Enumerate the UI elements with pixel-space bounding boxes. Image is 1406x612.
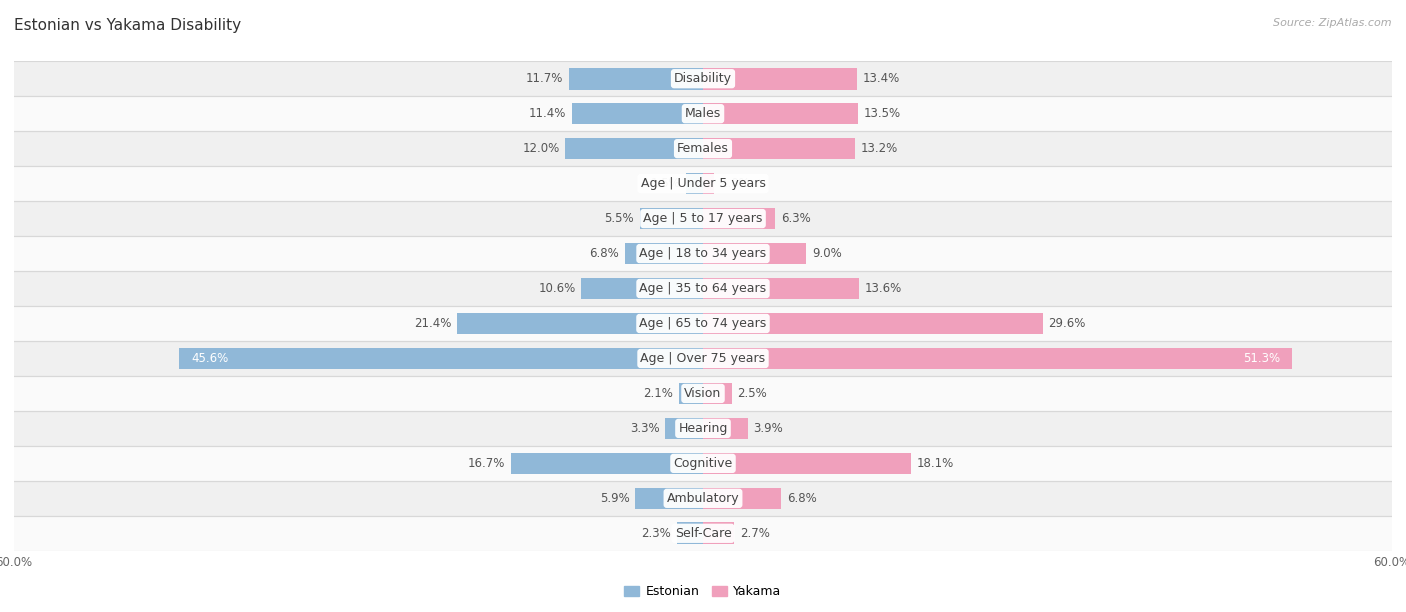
Bar	[636, 488, 703, 509]
Text: 29.6%: 29.6%	[1049, 317, 1085, 330]
Text: Source: ZipAtlas.com: Source: ZipAtlas.com	[1274, 18, 1392, 28]
Bar	[703, 207, 775, 230]
Text: 2.1%: 2.1%	[644, 387, 673, 400]
Bar	[703, 523, 734, 544]
Bar	[703, 488, 782, 509]
Bar	[703, 382, 731, 405]
Text: Cognitive: Cognitive	[673, 457, 733, 470]
Text: Males: Males	[685, 107, 721, 120]
Text: 21.4%: 21.4%	[415, 317, 451, 330]
Text: 5.5%: 5.5%	[605, 212, 634, 225]
Bar	[676, 523, 703, 544]
Text: 45.6%: 45.6%	[191, 352, 228, 365]
Bar	[14, 271, 1392, 306]
Bar	[581, 278, 703, 299]
Text: Disability: Disability	[673, 72, 733, 85]
Bar	[14, 306, 1392, 341]
Text: 3.9%: 3.9%	[754, 422, 783, 435]
Bar	[703, 313, 1043, 334]
Text: Females: Females	[678, 142, 728, 155]
Text: 6.8%: 6.8%	[589, 247, 619, 260]
Text: 1.5%: 1.5%	[651, 177, 681, 190]
Bar	[565, 138, 703, 160]
Text: 18.1%: 18.1%	[917, 457, 953, 470]
Text: 13.5%: 13.5%	[863, 107, 901, 120]
Bar	[679, 382, 703, 405]
Bar	[568, 68, 703, 89]
Text: Hearing: Hearing	[678, 422, 728, 435]
Text: 2.7%: 2.7%	[740, 527, 769, 540]
Text: Ambulatory: Ambulatory	[666, 492, 740, 505]
Bar	[640, 207, 703, 230]
Text: Self-Care: Self-Care	[675, 527, 731, 540]
Bar	[14, 446, 1392, 481]
Text: Age | 35 to 64 years: Age | 35 to 64 years	[640, 282, 766, 295]
Bar	[703, 417, 748, 439]
Bar	[703, 278, 859, 299]
Text: 13.4%: 13.4%	[863, 72, 900, 85]
Bar	[686, 173, 703, 195]
Bar	[180, 348, 703, 369]
Bar	[14, 96, 1392, 131]
Bar	[703, 138, 855, 160]
Bar	[703, 348, 1292, 369]
Text: Age | 18 to 34 years: Age | 18 to 34 years	[640, 247, 766, 260]
Text: 51.3%: 51.3%	[1243, 352, 1281, 365]
Bar	[703, 103, 858, 124]
Text: Age | Under 5 years: Age | Under 5 years	[641, 177, 765, 190]
Text: 5.9%: 5.9%	[600, 492, 630, 505]
Text: 2.3%: 2.3%	[641, 527, 671, 540]
Bar	[624, 243, 703, 264]
Bar	[14, 341, 1392, 376]
Text: 9.0%: 9.0%	[813, 247, 842, 260]
Text: Age | Over 75 years: Age | Over 75 years	[641, 352, 765, 365]
Bar	[14, 61, 1392, 96]
Text: 11.4%: 11.4%	[529, 107, 567, 120]
Bar	[14, 131, 1392, 166]
Legend: Estonian, Yakama: Estonian, Yakama	[620, 580, 786, 603]
Text: Age | 5 to 17 years: Age | 5 to 17 years	[644, 212, 762, 225]
Text: Age | 65 to 74 years: Age | 65 to 74 years	[640, 317, 766, 330]
Bar	[14, 201, 1392, 236]
Bar	[703, 243, 807, 264]
Text: 10.6%: 10.6%	[538, 282, 575, 295]
Text: 3.3%: 3.3%	[630, 422, 659, 435]
Bar	[572, 103, 703, 124]
Text: Vision: Vision	[685, 387, 721, 400]
Text: 13.6%: 13.6%	[865, 282, 903, 295]
Bar	[14, 411, 1392, 446]
Text: 11.7%: 11.7%	[526, 72, 562, 85]
Bar	[703, 68, 856, 89]
Text: 2.5%: 2.5%	[738, 387, 768, 400]
Bar	[14, 376, 1392, 411]
Text: 13.2%: 13.2%	[860, 142, 897, 155]
Text: 12.0%: 12.0%	[522, 142, 560, 155]
Bar	[14, 481, 1392, 516]
Bar	[703, 452, 911, 474]
Bar	[14, 166, 1392, 201]
Text: 1.0%: 1.0%	[720, 177, 749, 190]
Text: 6.3%: 6.3%	[782, 212, 811, 225]
Text: 6.8%: 6.8%	[787, 492, 817, 505]
Text: 16.7%: 16.7%	[468, 457, 506, 470]
Bar	[512, 452, 703, 474]
Bar	[457, 313, 703, 334]
Bar	[14, 236, 1392, 271]
Bar	[14, 516, 1392, 551]
Bar	[665, 417, 703, 439]
Text: Estonian vs Yakama Disability: Estonian vs Yakama Disability	[14, 18, 242, 34]
Bar	[703, 173, 714, 195]
